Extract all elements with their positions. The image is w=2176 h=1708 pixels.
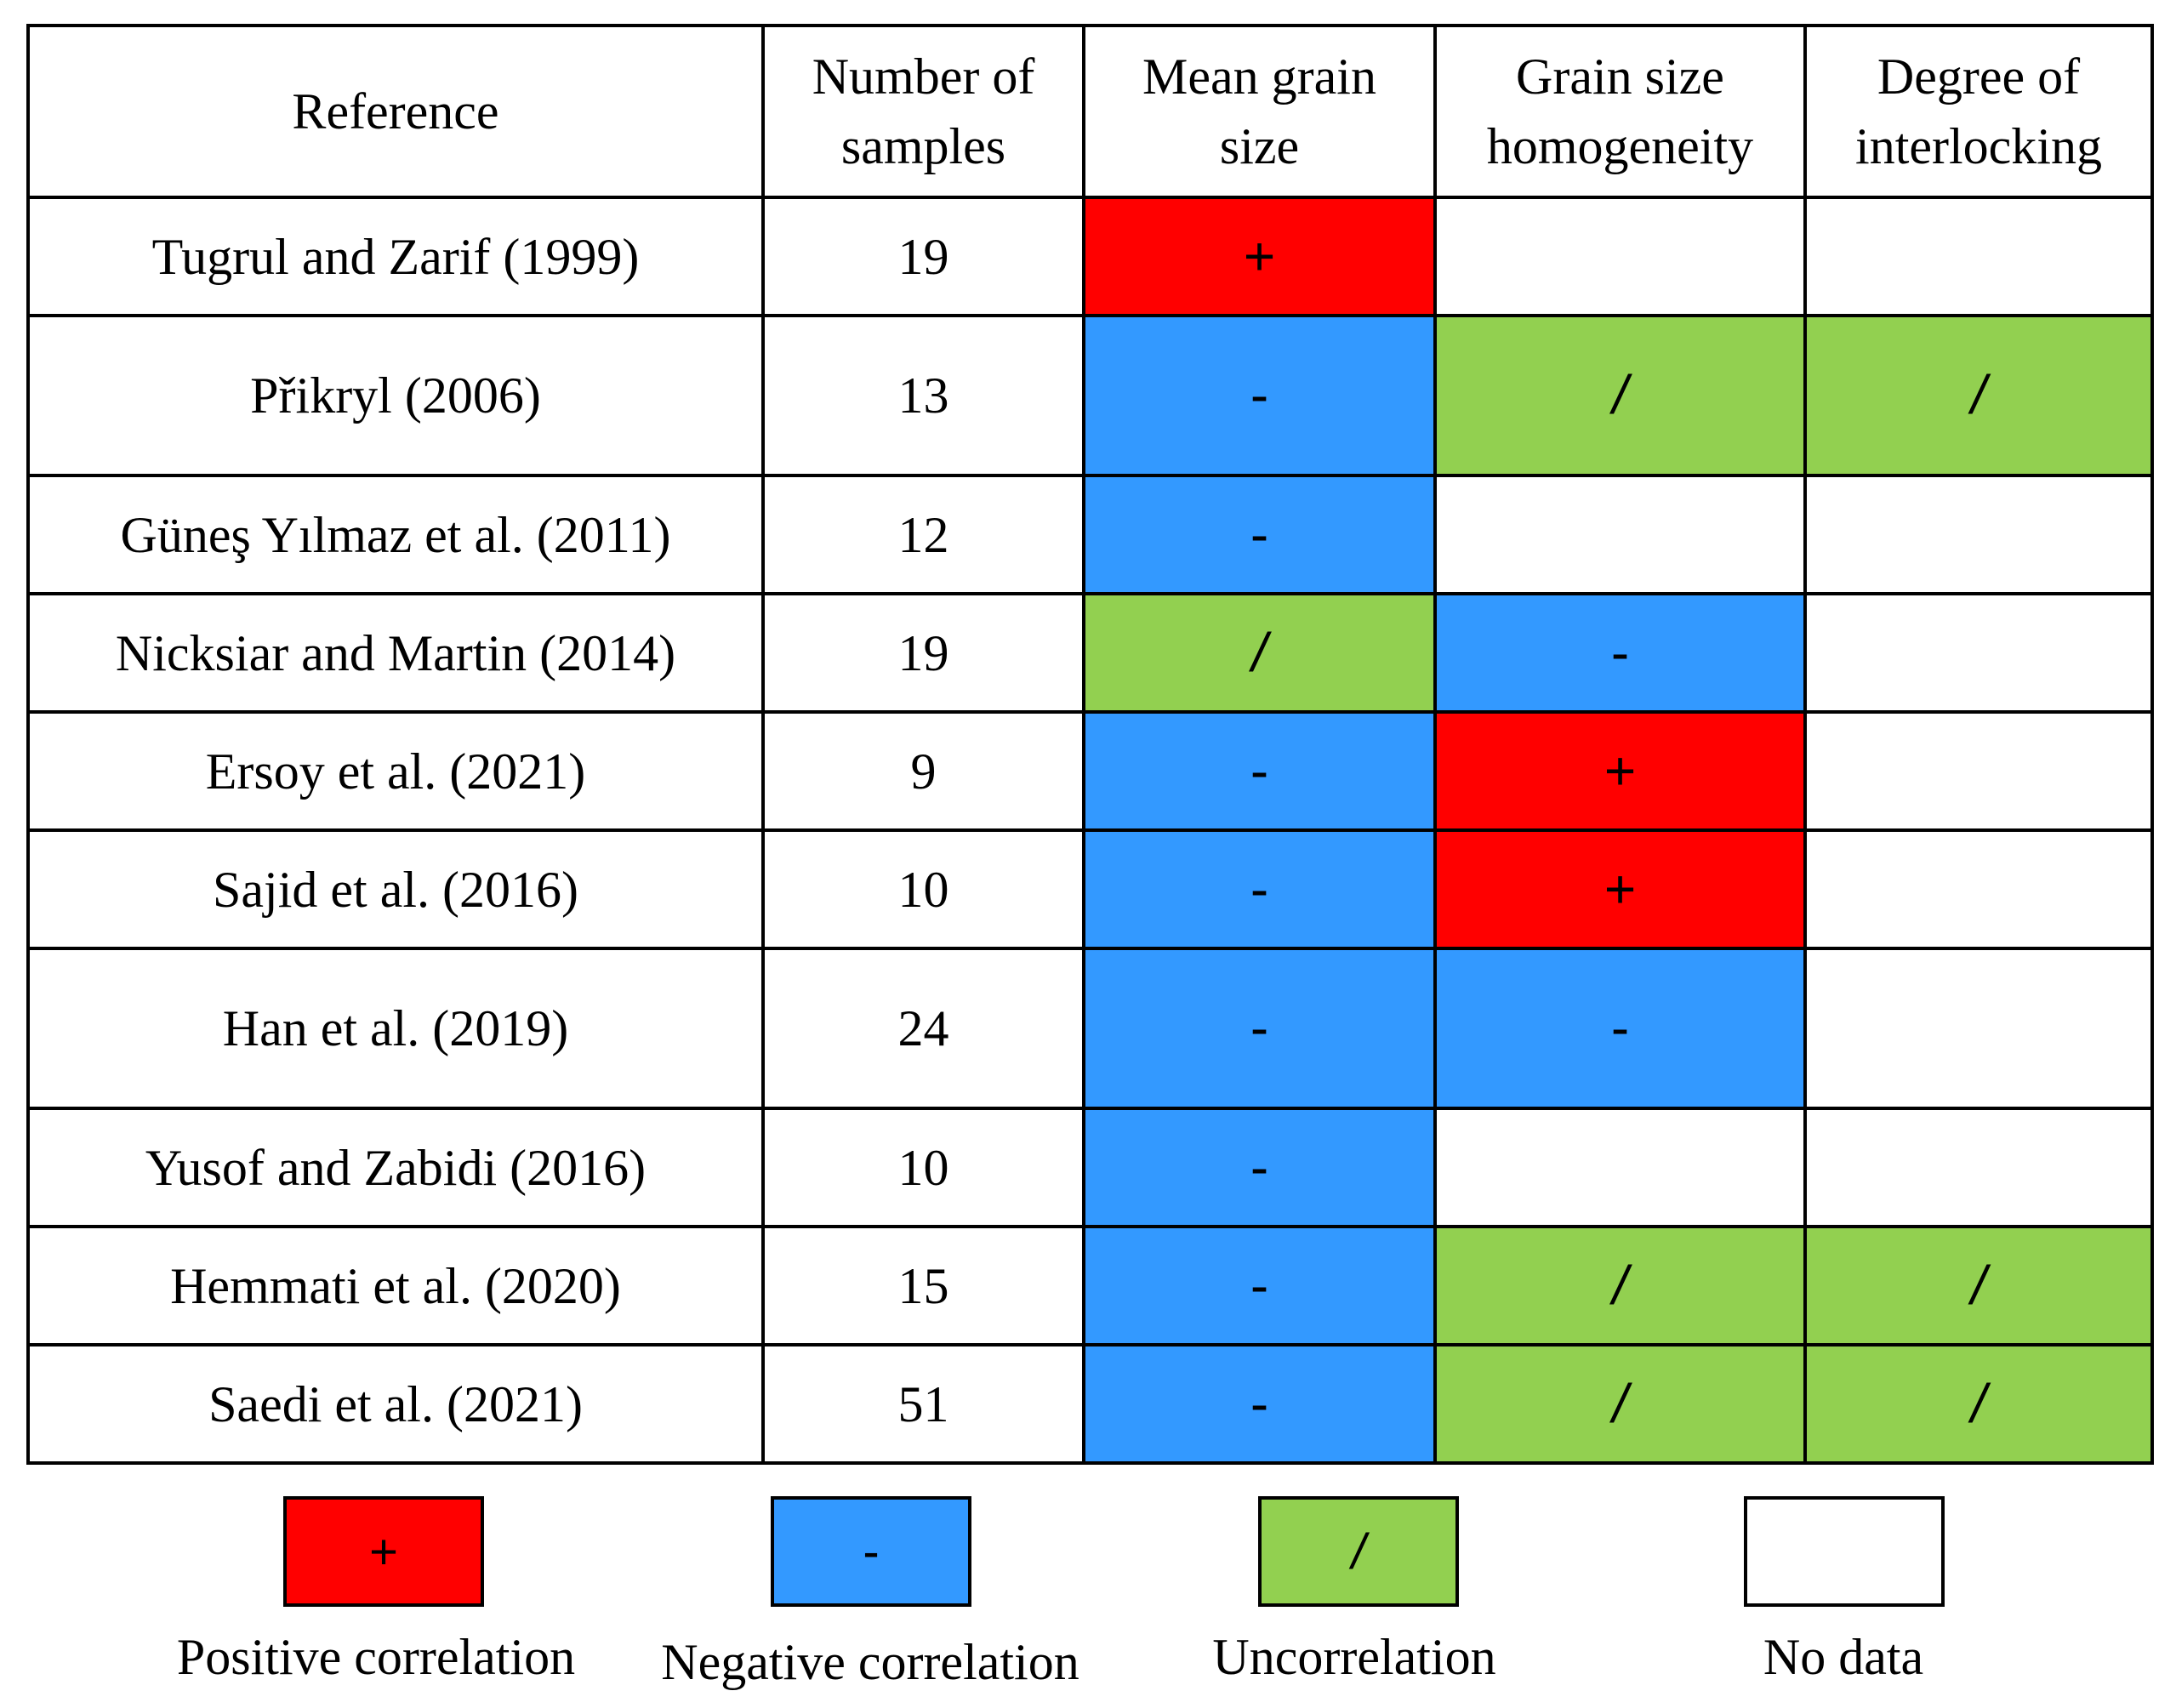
reference-cell: Přikryl (2006) — [26, 314, 765, 477]
uncorrelation-mark: / — [1971, 1254, 1986, 1316]
homogeneity-cell — [1433, 196, 1807, 317]
mean-grain-cell: - — [1082, 1343, 1437, 1465]
interlocking-cell — [1803, 947, 2154, 1110]
positive-mark: + — [1243, 225, 1276, 287]
table-row: Ersoy et al. (2021) 9 - + — [26, 710, 2154, 832]
reference-cell: Saedi et al. (2021) — [26, 1343, 765, 1465]
samples-cell: 51 — [761, 1343, 1085, 1465]
table-row: Tugrul and Zarif (1999) 19 + — [26, 196, 2154, 317]
legend-label-positive: Positive correlation — [176, 1629, 576, 1685]
negative-mark: - — [863, 1523, 880, 1580]
interlocking-cell: / — [1803, 1225, 2154, 1346]
samples-cell: 15 — [761, 1225, 1085, 1346]
negative-mark: - — [1250, 739, 1269, 801]
interlocking-cell — [1803, 828, 2154, 950]
interlocking-cell — [1803, 196, 2154, 317]
homogeneity-cell — [1433, 474, 1807, 595]
homogeneity-cell: / — [1433, 1343, 1807, 1465]
mean-grain-cell: - — [1082, 947, 1437, 1110]
negative-mark: - — [1250, 503, 1269, 565]
samples-cell: 10 — [761, 828, 1085, 950]
legend-swatch-positive: + — [283, 1496, 484, 1607]
negative-mark: - — [1610, 621, 1630, 683]
negative-mark: - — [1250, 1372, 1269, 1434]
interlocking-cell — [1803, 592, 2154, 714]
mean-grain-cell: + — [1082, 196, 1437, 317]
legend-swatch-negative: - — [771, 1496, 971, 1607]
homogeneity-cell: + — [1433, 828, 1807, 950]
table-row: Sajid et al. (2016) 10 - + — [26, 828, 2154, 950]
uncorrelation-mark: / — [1612, 1372, 1628, 1434]
legend-label-negative: Negative correlation — [661, 1634, 1079, 1690]
uncorrelation-mark: / — [1971, 364, 1986, 425]
table-row: Han et al. (2019) 24 - - — [26, 947, 2154, 1110]
negative-mark: - — [1610, 997, 1630, 1058]
samples-cell: 10 — [761, 1107, 1085, 1228]
header-reference: Reference — [26, 24, 765, 199]
reference-cell: Han et al. (2019) — [26, 947, 765, 1110]
samples-cell: 19 — [761, 196, 1085, 317]
uncorrelation-mark: / — [1971, 1372, 1986, 1434]
reference-cell: Hemmati et al. (2020) — [26, 1225, 765, 1346]
reference-cell: Yusof and Zabidi (2016) — [26, 1107, 765, 1228]
mean-grain-cell: / — [1082, 592, 1437, 714]
homogeneity-cell: / — [1433, 1225, 1807, 1346]
uncorrelation-mark: / — [1351, 1523, 1366, 1580]
legend-swatch-uncorrelation: / — [1258, 1496, 1459, 1607]
interlocking-cell — [1803, 710, 2154, 832]
interlocking-cell: / — [1803, 1343, 2154, 1465]
reference-cell: Sajid et al. (2016) — [26, 828, 765, 950]
samples-cell: 19 — [761, 592, 1085, 714]
samples-cell: 9 — [761, 710, 1085, 832]
negative-mark: - — [1250, 1254, 1269, 1316]
reference-cell: Nicksiar and Martin (2014) — [26, 592, 765, 714]
mean-grain-cell: - — [1082, 474, 1437, 595]
table-row: Saedi et al. (2021) 51 - / / — [26, 1343, 2154, 1465]
positive-mark: + — [369, 1523, 398, 1580]
header-mean-grain-size: Mean grain size — [1082, 24, 1437, 199]
homogeneity-cell: - — [1433, 947, 1807, 1110]
interlocking-cell — [1803, 1107, 2154, 1228]
table-row: Güneş Yılmaz et al. (2011) 12 - — [26, 474, 2154, 595]
uncorrelation-mark: / — [1612, 1254, 1628, 1316]
table-row: Hemmati et al. (2020) 15 - / / — [26, 1225, 2154, 1346]
correlation-table: Reference Number of samples Mean grain siz… — [26, 24, 2154, 1465]
reference-cell: Tugrul and Zarif (1999) — [26, 196, 765, 317]
positive-mark: + — [1604, 739, 1637, 801]
negative-mark: - — [1250, 857, 1269, 919]
negative-mark: - — [1250, 997, 1269, 1058]
mean-grain-cell: - — [1082, 314, 1437, 477]
legend-label-uncorrelation: Uncorrelation — [1212, 1629, 1496, 1685]
table-row: Přikryl (2006) 13 - / / — [26, 314, 2154, 477]
samples-cell: 13 — [761, 314, 1085, 477]
mean-grain-cell: - — [1082, 828, 1437, 950]
legend-label-no-data: No data — [1763, 1629, 1924, 1685]
reference-cell: Güneş Yılmaz et al. (2011) — [26, 474, 765, 595]
table-row: Yusof and Zabidi (2016) 10 - — [26, 1107, 2154, 1228]
header-number-of-samples: Number of samples — [761, 24, 1085, 199]
homogeneity-cell: / — [1433, 314, 1807, 477]
mean-grain-cell: - — [1082, 1107, 1437, 1228]
uncorrelation-mark: / — [1612, 364, 1628, 425]
uncorrelation-mark: / — [1251, 621, 1267, 683]
header-row: Reference Number of samples Mean grain siz… — [26, 24, 2154, 199]
homogeneity-cell — [1433, 1107, 1807, 1228]
homogeneity-cell: - — [1433, 592, 1807, 714]
mean-grain-cell: - — [1082, 1225, 1437, 1346]
interlocking-cell — [1803, 474, 2154, 595]
positive-mark: + — [1604, 857, 1637, 919]
mean-grain-cell: - — [1082, 710, 1437, 832]
samples-cell: 12 — [761, 474, 1085, 595]
table-row: Nicksiar and Martin (2014) 19 / - — [26, 592, 2154, 714]
reference-cell: Ersoy et al. (2021) — [26, 710, 765, 832]
homogeneity-cell: + — [1433, 710, 1807, 832]
negative-mark: - — [1250, 364, 1269, 425]
legend-swatch-no-data — [1744, 1496, 1945, 1607]
samples-cell: 24 — [761, 947, 1085, 1110]
negative-mark: - — [1250, 1136, 1269, 1198]
header-degree-of-interlocking: Degree of interlocking — [1803, 24, 2154, 199]
interlocking-cell: / — [1803, 314, 2154, 477]
header-grain-size-homogeneity: Grain size homogeneity — [1433, 24, 1807, 199]
